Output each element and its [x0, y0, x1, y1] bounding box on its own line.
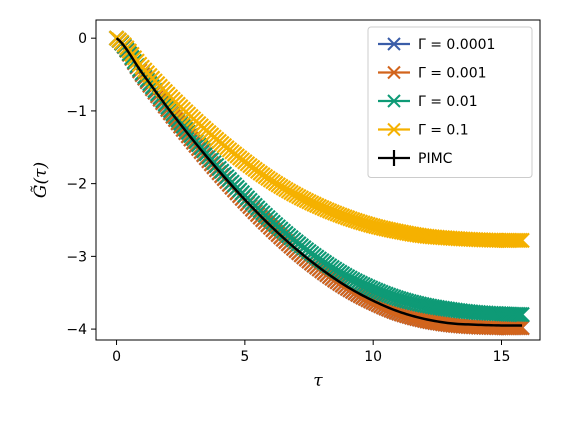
plot-area — [108, 30, 530, 336]
legend-label: Γ = 0.01 — [418, 94, 478, 110]
y-tick-label: 0 — [78, 31, 87, 47]
legend-item: PIMC — [378, 150, 453, 167]
series-4 — [115, 37, 523, 327]
ticks-layer: 0 5 10 15 0 −1 −2 −3 −4 — [66, 31, 510, 365]
y-tick-label: −1 — [66, 104, 87, 120]
y-tick-label: −4 — [66, 322, 87, 338]
series-line — [115, 37, 523, 327]
x-axis-label: τ — [313, 371, 323, 391]
legend-item: Γ = 0.0001 — [378, 37, 495, 53]
data-point — [514, 319, 530, 336]
legend-item: Γ = 0.1 — [378, 123, 469, 139]
legend-label: Γ = 0.1 — [418, 123, 469, 139]
axes-frame — [95, 19, 541, 341]
data-point — [514, 306, 530, 323]
legend-marker-x — [387, 37, 401, 51]
legend-marker-x — [387, 122, 401, 137]
y-tick-label: −2 — [66, 177, 87, 193]
x-tick-label: 5 — [240, 349, 249, 365]
legend-items: Γ = 0.0001 Γ = 0.001 Γ = 0.01 Γ = 0.1 PIMC — [378, 37, 495, 167]
legend-item: Γ = 0.001 — [378, 66, 487, 82]
data-point — [514, 232, 530, 249]
legend-item: Γ = 0.01 — [378, 94, 478, 110]
legend: Γ = 0.0001 Γ = 0.001 Γ = 0.01 Γ = 0.1 PIMC — [367, 26, 533, 178]
series-layer — [108, 30, 530, 336]
legend-label: Γ = 0.0001 — [418, 37, 495, 53]
legend-marker-x — [387, 65, 401, 80]
x-tick-label: 15 — [493, 349, 511, 365]
legend-label: PIMC — [418, 151, 453, 167]
legend-marker-x — [387, 94, 401, 108]
x-tick-label: 0 — [112, 349, 121, 365]
legend-box — [367, 26, 533, 178]
legend-label: Γ = 0.001 — [418, 66, 487, 82]
y-tick-label: −3 — [66, 249, 87, 265]
y-axis-label: G̃(τ) — [31, 162, 51, 198]
series-line — [115, 37, 523, 242]
x-tick-label: 10 — [364, 349, 382, 365]
series-3 — [108, 30, 530, 249]
